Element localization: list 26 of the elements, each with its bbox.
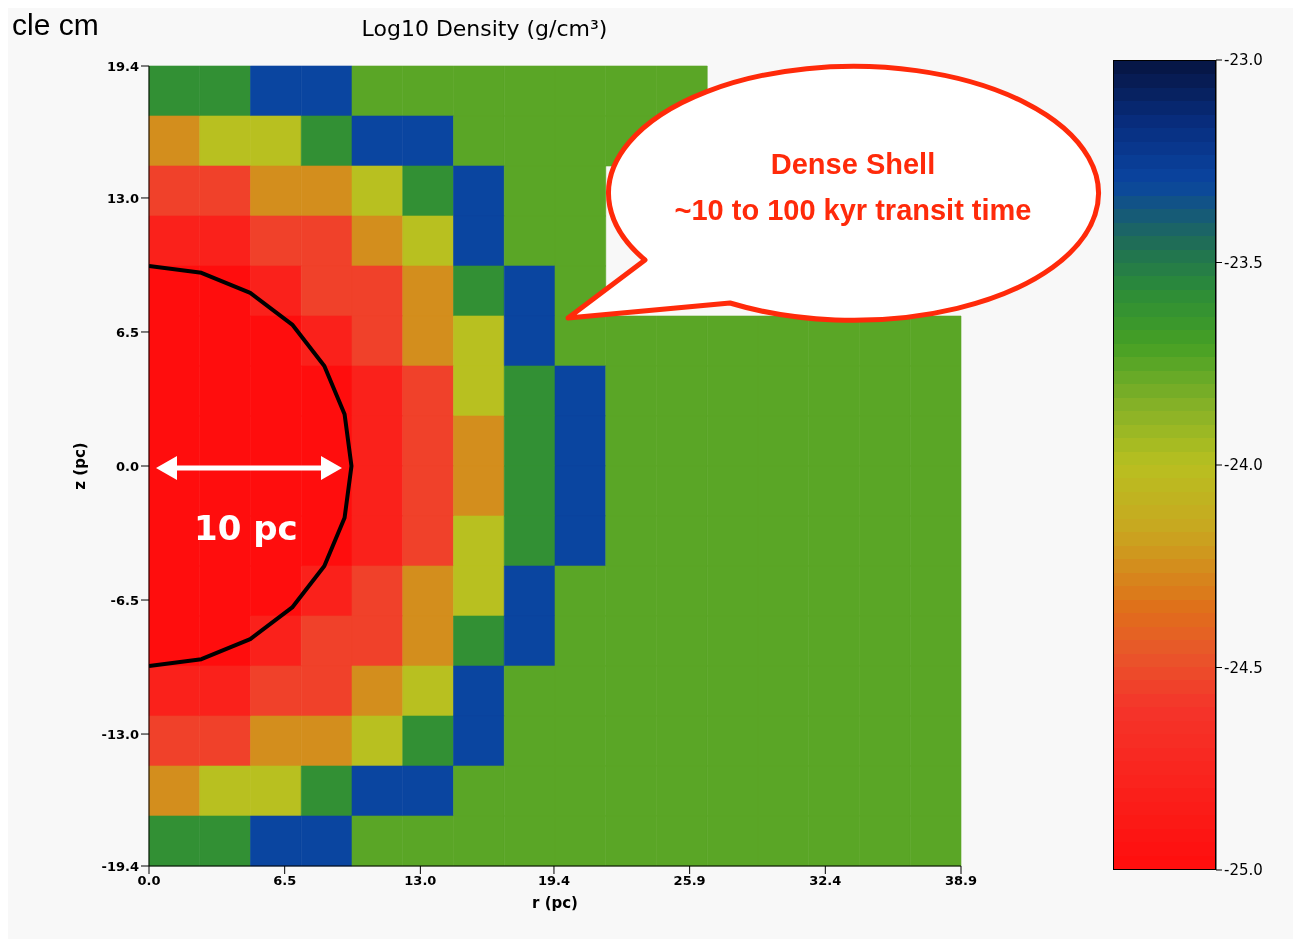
y-tick-label: -6.5: [110, 592, 139, 608]
x-tick-label: 6.5: [273, 873, 297, 889]
color-bar-label: -23.0: [1224, 51, 1263, 70]
chart-title: Log10 Density (g/cm³): [361, 16, 608, 41]
y-tick-label: -13.0: [101, 726, 139, 742]
annotation: Dense Shell: [769, 147, 937, 182]
x-axis-title: r (pc): [532, 894, 578, 912]
x-tick-label: 13.0: [404, 873, 437, 889]
annotation: ~10 to 100 kyr transit time: [673, 193, 1033, 228]
y-tick-label: 13.0: [106, 190, 139, 206]
color-bar-label: -23.5: [1224, 253, 1263, 272]
y-tick-label: 19.4: [106, 58, 139, 74]
x-tick-label: 25.9: [673, 873, 706, 889]
annotation: 10 pc: [194, 508, 298, 548]
y-tick-label: 6.5: [115, 324, 139, 340]
x-tick-label: 0.0: [137, 873, 161, 889]
x-tick-label: 32.4: [809, 873, 842, 889]
color-bar-label: -24.5: [1224, 658, 1263, 677]
x-tick-label: 19.4: [537, 873, 570, 889]
color-bar-label: -24.0: [1224, 456, 1263, 475]
y-tick-label: -19.4: [101, 858, 139, 874]
y-axis-title: z (pc): [71, 442, 90, 490]
y-tick-label: 0.0: [115, 458, 139, 474]
text: cle cm: [12, 8, 99, 42]
x-tick-label: 38.9: [944, 873, 978, 889]
color-bar-label: -25.0: [1224, 861, 1263, 880]
